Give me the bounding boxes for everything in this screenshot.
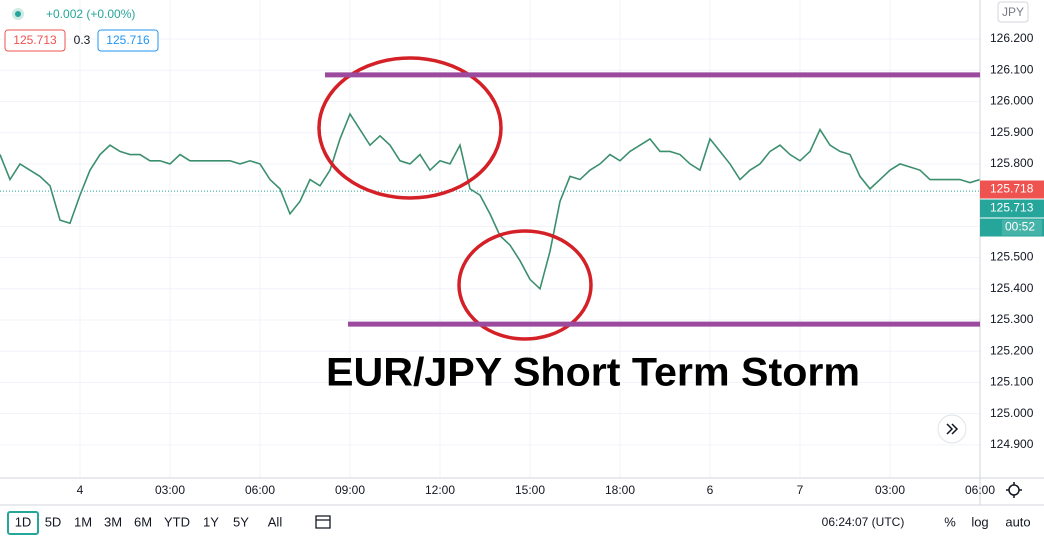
y-tick-label: 125.400 bbox=[990, 281, 1034, 295]
change: +0.002 (+0.00%) bbox=[46, 7, 135, 21]
countdown-label: 00:52 bbox=[1005, 220, 1035, 234]
clock: 06:24:07 (UTC) bbox=[822, 515, 905, 529]
range-button[interactable]: 5Y bbox=[233, 514, 249, 529]
y-tick-label: 126.000 bbox=[990, 94, 1034, 108]
scroll-icon[interactable] bbox=[946, 423, 959, 435]
y-tick-label: 125.900 bbox=[990, 125, 1034, 139]
highlight-ellipse bbox=[457, 229, 593, 341]
last-price-label: 125.718 bbox=[990, 182, 1034, 196]
y-tick-label: 125.800 bbox=[990, 156, 1034, 170]
x-tick-label: 06:00 bbox=[245, 483, 275, 497]
settings-icon[interactable] bbox=[1006, 482, 1022, 498]
range-button[interactable]: 5D bbox=[45, 514, 62, 529]
x-tick-label: 15:00 bbox=[515, 483, 545, 497]
bid-price-label: 125.713 bbox=[990, 201, 1034, 215]
range-button[interactable]: All bbox=[268, 514, 283, 529]
range-button[interactable]: 1D bbox=[15, 514, 32, 529]
currency-box[interactable] bbox=[997, 1, 1029, 23]
range-button[interactable]: 3M bbox=[104, 514, 122, 529]
x-tick-label: 09:00 bbox=[335, 483, 365, 497]
y-tick-label: 124.900 bbox=[990, 437, 1034, 451]
percent-toggle[interactable]: % bbox=[944, 514, 956, 529]
y-tick-label: 125.500 bbox=[990, 250, 1034, 264]
toolbar: 1D 5D 1M 3M 6M YTD 1Y 5Y All bbox=[7, 511, 283, 535]
y-tick-label: 125.200 bbox=[990, 343, 1034, 357]
countdown-tag bbox=[980, 218, 1044, 237]
x-tick-label: 06:00 bbox=[965, 483, 995, 497]
plot bbox=[0, 112, 980, 291]
x-tick-label: 6 bbox=[707, 483, 714, 497]
y-tick-label: 125.100 bbox=[990, 375, 1034, 389]
countdown-box bbox=[1002, 219, 1042, 236]
status-icon bbox=[15, 11, 21, 17]
range-selected[interactable] bbox=[7, 511, 39, 535]
log-toggle[interactable]: log bbox=[971, 514, 988, 529]
x-tick-label: 18:00 bbox=[605, 483, 635, 497]
x-tick-label: 7 bbox=[797, 483, 804, 497]
auto-toggle[interactable]: auto bbox=[1005, 514, 1030, 529]
bid-box[interactable] bbox=[4, 29, 66, 52]
price-line bbox=[0, 112, 980, 291]
y-tick-label: 125.000 bbox=[990, 406, 1034, 420]
range-button[interactable]: 1Y bbox=[203, 514, 219, 529]
y-tick-label: 125.300 bbox=[990, 312, 1034, 326]
spread: 0.3 bbox=[74, 33, 91, 47]
x-tick-label: 03:00 bbox=[875, 483, 905, 497]
range-button[interactable]: 1M bbox=[74, 514, 92, 529]
highlight-ellipse bbox=[317, 56, 503, 200]
x-tick-label: 4 bbox=[77, 483, 84, 497]
currency[interactable]: JPY bbox=[1002, 5, 1024, 19]
y-tick-label: 126.200 bbox=[990, 31, 1034, 45]
range-button[interactable]: 6M bbox=[134, 514, 152, 529]
x-tick-label: 12:00 bbox=[425, 483, 455, 497]
bid-price-tag bbox=[980, 199, 1044, 218]
ask-box[interactable] bbox=[97, 29, 159, 52]
chart-title: EUR/JPY Short Term Storm bbox=[326, 351, 860, 395]
date-range-icon[interactable] bbox=[315, 515, 331, 529]
x-tick-label: 03:00 bbox=[155, 483, 185, 497]
y-tick-label: 126.100 bbox=[990, 62, 1034, 76]
last-price-tag bbox=[980, 180, 1044, 199]
bid[interactable]: 125.713 bbox=[13, 33, 57, 47]
ask[interactable]: 125.716 bbox=[106, 33, 150, 47]
range-button[interactable]: YTD bbox=[164, 514, 190, 529]
